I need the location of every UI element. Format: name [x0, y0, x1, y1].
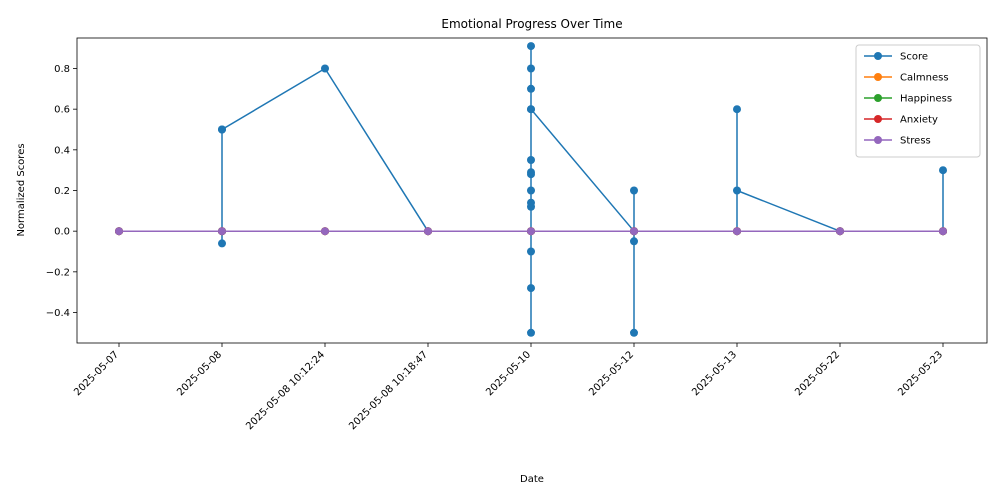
data-point-score [527, 328, 535, 337]
data-point-stress [218, 227, 226, 236]
data-point-score [527, 202, 535, 211]
legend-swatch-marker [874, 94, 882, 102]
data-point-score [321, 64, 329, 73]
y-axis: −0.4 −0.2 0.0 0.2 0.4 0.6 0.8 [46, 64, 77, 319]
legend-entry-anxiety: Anxiety [864, 115, 938, 126]
data-point-score [527, 84, 535, 93]
data-point-score [939, 166, 947, 175]
data-point-stress [836, 227, 844, 236]
plot-area [115, 42, 947, 337]
legend: Score Calmness Happiness Anxiety Stress [855, 44, 981, 158]
y-tick-label: 0.2 [54, 186, 70, 197]
legend-swatch-marker [874, 136, 882, 144]
data-point-score [527, 42, 535, 51]
data-point-score [527, 64, 535, 73]
data-point-score [630, 186, 638, 195]
legend-label: Stress [900, 136, 931, 147]
data-point-score [630, 328, 638, 337]
y-tick-label: 0.0 [54, 227, 70, 238]
legend-swatch-marker [874, 73, 882, 81]
data-point-score [527, 186, 535, 195]
data-point-stress [939, 227, 947, 236]
data-point-score [527, 105, 535, 114]
chart-title: Emotional Progress Over Time [441, 17, 622, 31]
y-tick-label: −0.2 [46, 267, 70, 278]
data-point-score [527, 284, 535, 293]
data-point-score [733, 186, 741, 195]
legend-label: Anxiety [900, 115, 938, 126]
data-point-stress [527, 227, 535, 236]
y-tick-label: 0.8 [54, 64, 70, 75]
legend-label: Calmness [900, 73, 949, 84]
data-point-score [218, 125, 226, 134]
legend-box [855, 44, 981, 158]
legend-entry-stress: Stress [864, 136, 931, 147]
series-stress [115, 227, 947, 236]
legend-entry-calmness: Calmness [864, 73, 949, 84]
data-point-stress [115, 227, 123, 236]
data-point-score [527, 170, 535, 179]
data-point-score [733, 105, 741, 114]
y-axis-title: Normalized Scores [16, 143, 27, 236]
data-point-stress [733, 227, 741, 236]
legend-label: Happiness [900, 94, 952, 105]
y-tick-label: 0.6 [54, 105, 70, 116]
data-point-stress [424, 227, 432, 236]
y-tick-label: −0.4 [46, 308, 70, 319]
data-point-score [218, 239, 226, 248]
y-tick-label: 0.4 [54, 145, 70, 156]
x-axis-title: Date [520, 474, 544, 485]
legend-label: Score [900, 52, 928, 63]
legend-swatch-marker [874, 52, 882, 60]
legend-swatch-marker [874, 115, 882, 123]
data-point-score [527, 156, 535, 164]
data-point-score [630, 237, 638, 246]
legend-entry-score: Score [864, 52, 928, 63]
legend-entry-happiness: Happiness [864, 94, 952, 105]
data-point-stress [630, 227, 638, 236]
data-point-stress [321, 227, 329, 236]
data-point-score [527, 247, 535, 256]
